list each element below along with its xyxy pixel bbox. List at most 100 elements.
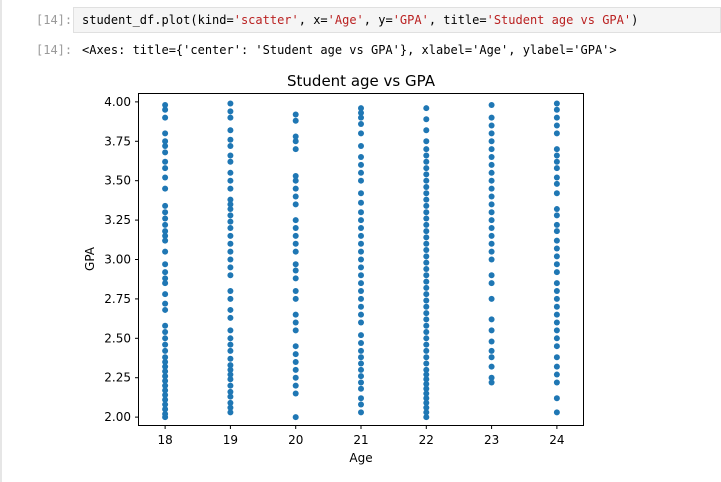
input-prompt: [14]: <box>36 13 73 27</box>
data-point <box>292 111 299 118</box>
x-tick-label: 23 <box>484 433 499 447</box>
data-point <box>423 414 430 421</box>
data-point <box>162 248 169 255</box>
data-point <box>292 240 299 247</box>
data-point <box>488 256 495 263</box>
data-point <box>423 228 430 235</box>
data-point <box>358 311 364 318</box>
data-point <box>423 196 430 203</box>
data-point <box>292 146 299 153</box>
data-point <box>358 143 364 150</box>
y-tick-label: 3.00 <box>104 253 131 267</box>
data-point <box>553 269 560 276</box>
code-x-value: 'Age' <box>327 13 364 27</box>
data-point <box>423 390 430 397</box>
data-point <box>292 311 299 318</box>
code-kind-value: 'scatter' <box>233 13 299 27</box>
data-point <box>553 158 560 165</box>
data-point <box>553 228 560 235</box>
y-tick-label: 2.25 <box>104 371 131 385</box>
data-point <box>423 105 430 112</box>
data-point <box>488 161 495 168</box>
code-suffix: ) <box>631 13 639 27</box>
data-point <box>227 201 234 208</box>
data-point <box>227 404 234 411</box>
data-point <box>227 196 234 203</box>
data-point <box>553 245 560 252</box>
data-point <box>488 224 495 231</box>
data-point <box>553 146 560 153</box>
data-point <box>162 363 169 370</box>
data-point <box>488 130 495 137</box>
data-point <box>162 396 169 403</box>
data-point <box>227 127 234 134</box>
data-point <box>553 311 560 318</box>
data-point <box>488 327 495 334</box>
data-point <box>162 209 169 216</box>
data-point <box>358 109 364 116</box>
data-point <box>553 174 560 181</box>
data-point <box>162 300 169 307</box>
data-point <box>292 319 299 326</box>
data-point <box>553 253 560 260</box>
data-point <box>227 240 234 247</box>
data-point <box>292 201 299 208</box>
data-point <box>227 169 234 176</box>
data-point <box>488 295 495 302</box>
data-point <box>423 354 430 361</box>
data-point <box>358 161 364 168</box>
y-tick-label: 4.00 <box>104 95 131 109</box>
data-point <box>488 363 495 370</box>
y-tick-label: 2.00 <box>104 410 131 424</box>
data-point <box>162 335 169 342</box>
data-point <box>227 306 234 313</box>
data-point <box>358 347 364 354</box>
data-point <box>553 335 560 342</box>
data-point <box>162 102 169 109</box>
data-point <box>423 399 430 406</box>
data-point <box>358 114 364 121</box>
data-point <box>358 395 364 402</box>
y-axis-label: GPA <box>83 246 97 271</box>
data-point <box>292 177 299 184</box>
data-point <box>227 108 234 115</box>
data-point <box>423 221 430 228</box>
data-point <box>162 387 169 394</box>
data-point <box>423 209 430 216</box>
data-point <box>553 206 560 213</box>
data-point <box>292 351 299 358</box>
data-point <box>162 237 169 244</box>
data-point <box>358 177 364 184</box>
data-point <box>162 347 169 354</box>
data-point <box>227 393 234 400</box>
data-point <box>553 106 560 113</box>
data-point <box>553 180 560 187</box>
code-y-value: 'GPA' <box>392 13 429 27</box>
data-point <box>162 373 169 380</box>
data-point <box>227 366 234 373</box>
data-point <box>162 322 169 329</box>
data-point <box>162 341 169 348</box>
data-point <box>227 206 234 213</box>
data-point <box>227 136 234 143</box>
data-point <box>423 265 430 272</box>
data-point <box>227 272 234 279</box>
data-point <box>358 319 364 326</box>
data-point <box>162 392 169 399</box>
data-point <box>423 335 430 342</box>
data-point <box>553 295 560 302</box>
data-point <box>423 253 430 260</box>
data-point <box>162 410 169 417</box>
data-point <box>227 152 234 159</box>
data-point <box>423 190 430 197</box>
data-point <box>292 374 299 381</box>
data-point <box>358 373 364 380</box>
data-point <box>292 366 299 373</box>
data-point <box>358 288 364 295</box>
code-cell-input[interactable]: student_df.plot(kind='scatter', x='Age',… <box>73 7 721 33</box>
data-point <box>423 291 430 298</box>
data-point <box>423 234 430 241</box>
data-point <box>358 130 364 137</box>
data-point <box>162 228 169 235</box>
